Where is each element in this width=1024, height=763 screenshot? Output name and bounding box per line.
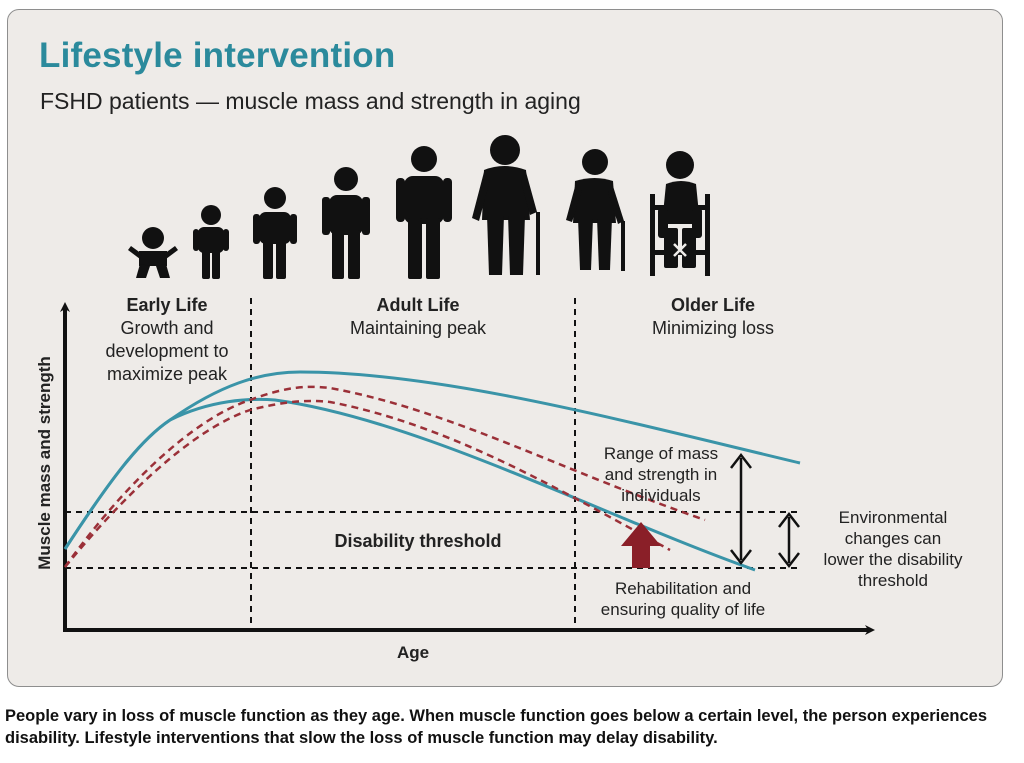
stage-older-heading: Older Life bbox=[671, 295, 755, 315]
stage-adult-heading: Adult Life bbox=[377, 295, 460, 315]
stage-adult-line-1: Maintaining peak bbox=[350, 318, 487, 338]
child-icon bbox=[193, 205, 229, 279]
adult-icon bbox=[396, 146, 452, 279]
rehabilitation-arrow bbox=[621, 522, 661, 568]
environmental-label-line-2: changes can bbox=[845, 529, 941, 548]
axes bbox=[60, 302, 875, 635]
range-label-line-3: individuals bbox=[621, 486, 700, 505]
stage-early-line-3: maximize peak bbox=[107, 364, 228, 384]
y-axis-label: Muscle mass and strength bbox=[35, 356, 54, 570]
elder-cane-icon bbox=[472, 135, 540, 275]
range-arrow bbox=[730, 452, 752, 566]
wheelchair-icon bbox=[650, 151, 710, 276]
figure-caption: People vary in loss of muscle function a… bbox=[5, 707, 988, 747]
stage-early-line-2: development to bbox=[105, 341, 228, 361]
range-label-line-1: Range of mass bbox=[604, 444, 718, 463]
baby-icon bbox=[128, 227, 178, 278]
rehabilitation-label-line-1: Rehabilitation and bbox=[615, 579, 751, 598]
teen-icon bbox=[322, 167, 370, 279]
older-cane-icon bbox=[566, 149, 625, 271]
lower-dashed-curve bbox=[64, 399, 671, 568]
figure-title: Lifestyle intervention bbox=[39, 36, 396, 75]
disability-threshold-label: Disability threshold bbox=[334, 531, 501, 551]
figure-subtitle: FSHD patients — muscle mass and strength… bbox=[40, 88, 581, 114]
lower-solid-curve bbox=[63, 397, 756, 572]
stage-older-line-1: Minimizing loss bbox=[652, 318, 774, 338]
upper-dashed-curve bbox=[63, 385, 706, 568]
figure-panel bbox=[7, 9, 1003, 687]
young-child-icon bbox=[253, 187, 297, 279]
x-axis-label: Age bbox=[397, 643, 429, 662]
range-label-line-2: and strength in bbox=[605, 465, 717, 484]
stage-early-line-1: Growth and bbox=[120, 318, 213, 338]
rehabilitation-label-line-2: ensuring quality of life bbox=[601, 600, 765, 619]
environmental-label-line-1: Environmental bbox=[839, 508, 948, 527]
environmental-label-line-3: lower the disability bbox=[824, 550, 963, 569]
environment-arrow bbox=[778, 511, 800, 569]
environmental-label-line-4: threshold bbox=[858, 571, 928, 590]
stage-early-heading: Early Life bbox=[126, 295, 207, 315]
